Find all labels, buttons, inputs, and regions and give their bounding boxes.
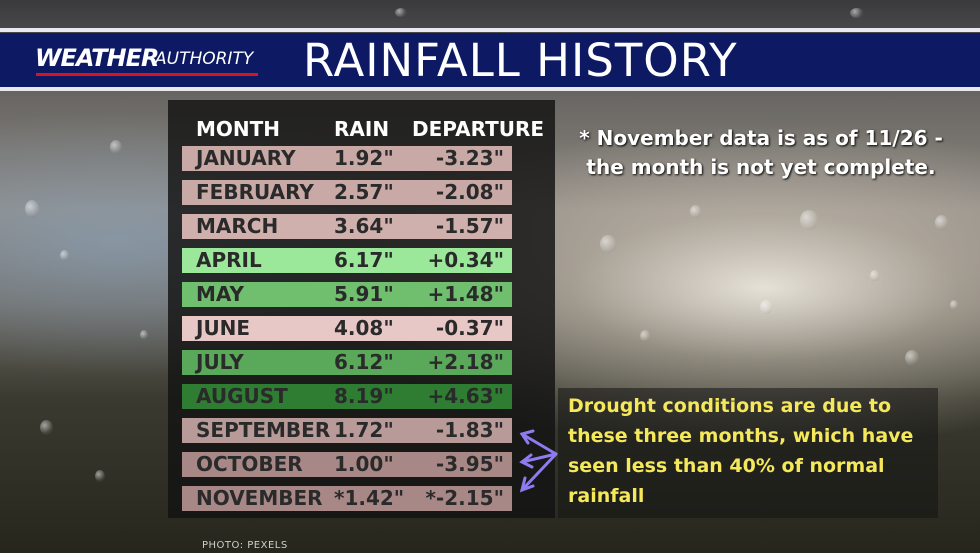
header-departure: DEPARTURE [412,117,545,141]
header-top-rule [0,28,980,32]
departure-cell: -1.83" [435,418,504,442]
month-cell: JANUARY [196,146,296,170]
departure-cell: +2.18" [427,350,504,374]
raindrop [640,330,650,342]
raindrop [395,8,407,17]
rain-cell: 1.72" [334,418,394,442]
header-month: MONTH [196,117,281,141]
arrow-head-october [519,453,534,469]
rain-cell: 1.92" [334,146,394,170]
rain-cell: 1.00" [334,452,394,476]
november-note: * November data is as of 11/26 - the mon… [579,126,943,179]
raindrop [25,200,39,218]
rain-cell: *1.42" [334,486,405,510]
month-cell: MARCH [196,214,279,238]
month-cell: FEBRUARY [196,180,314,204]
rain-cell: 6.12" [334,350,394,374]
table-row-july: JULY 6.12" +2.18" [182,350,512,375]
month-cell: AUGUST [196,384,288,408]
month-cell: JUNE [196,316,251,340]
table-row-february: FEBRUARY 2.57" -2.08" [182,180,512,205]
arrow-head-november [519,476,535,493]
departure-cell: -3.95" [435,452,504,476]
month-cell: OCTOBER [196,452,303,476]
header-rain: RAIN [334,117,390,141]
table-row-august: AUGUST 8.19" +4.63" [182,384,512,409]
drought-callout-box [558,388,938,518]
month-cell: APRIL [196,248,262,272]
header-bar [0,33,980,87]
rain-cell: 8.19" [334,384,394,408]
page-title: RAINFALL HISTORY [303,34,738,87]
drought-callout-text: Drought conditions are due to these thre… [568,395,914,507]
rain-cell: 6.17" [334,248,394,272]
departure-cell: +1.48" [427,282,504,306]
departure-cell: -0.37" [435,316,504,340]
raindrop [600,235,616,253]
raindrop [690,205,701,218]
raindrop [140,330,148,340]
departure-cell: -2.08" [435,180,504,204]
raindrop [950,300,958,310]
month-cell: JULY [196,350,244,374]
table-row-may: MAY 5.91" +1.48" [182,282,512,307]
table-row-april: APRIL 6.17" +0.34" [182,248,512,273]
departure-cell: -1.57" [435,214,504,238]
arrow-to-october [520,452,558,464]
departure-cell: *-2.15" [425,486,504,510]
departure-cell: +0.34" [427,248,504,272]
month-cell: NOVEMBER [196,486,323,510]
raindrop [850,8,864,18]
month-cell: MAY [196,282,244,306]
table-row-june: JUNE 4.08" -0.37" [182,316,512,341]
raindrop [905,350,919,366]
rain-cell: 2.57" [334,180,394,204]
rain-cell: 3.64" [334,214,394,238]
table-row-september: SEPTEMBER 1.72" -1.83" [182,418,512,443]
table-row-november: NOVEMBER *1.42" *-2.15" [182,486,512,511]
header-bottom-rule [0,87,980,91]
rain-cell: 4.08" [334,316,394,340]
raindrop [95,470,105,482]
table-row-january: JANUARY 1.92" -3.23" [182,146,512,171]
raindrop [40,420,53,435]
departure-cell: +4.63" [427,384,504,408]
logo-weather-text: WEATHER [35,44,159,72]
raindrop [760,300,772,314]
rain-cell: 5.91" [334,282,394,306]
raindrop [60,250,69,261]
table-row-march: MARCH 3.64" -1.57" [182,214,512,239]
arrow-to-september [520,432,558,456]
arrow-to-november [520,452,558,492]
departure-cell: -3.23" [435,146,504,170]
month-cell: SEPTEMBER [196,418,331,442]
raindrop [935,215,948,230]
table-row-october: OCTOBER 1.00" -3.95" [182,452,512,477]
arrow-head-september [519,429,535,445]
raindrop [870,270,879,281]
raindrop [110,140,122,154]
logo-authority-text: AUTHORITY [155,49,254,69]
raindrop [800,210,818,230]
logo-underline [36,73,258,76]
photo-credit: PHOTO: PEXELS [202,540,288,551]
